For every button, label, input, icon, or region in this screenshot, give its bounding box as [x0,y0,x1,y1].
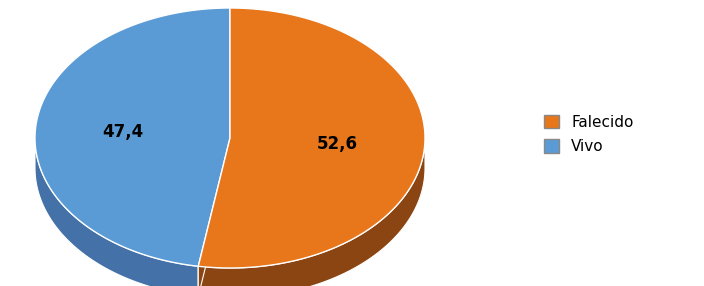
Polygon shape [199,138,230,286]
Legend: Falecido, Vivo: Falecido, Vivo [538,109,640,160]
Text: 47,4: 47,4 [103,123,144,141]
Polygon shape [35,138,199,286]
Text: 52,6: 52,6 [316,135,358,153]
Polygon shape [199,139,425,286]
Polygon shape [199,8,425,268]
Polygon shape [35,8,230,266]
